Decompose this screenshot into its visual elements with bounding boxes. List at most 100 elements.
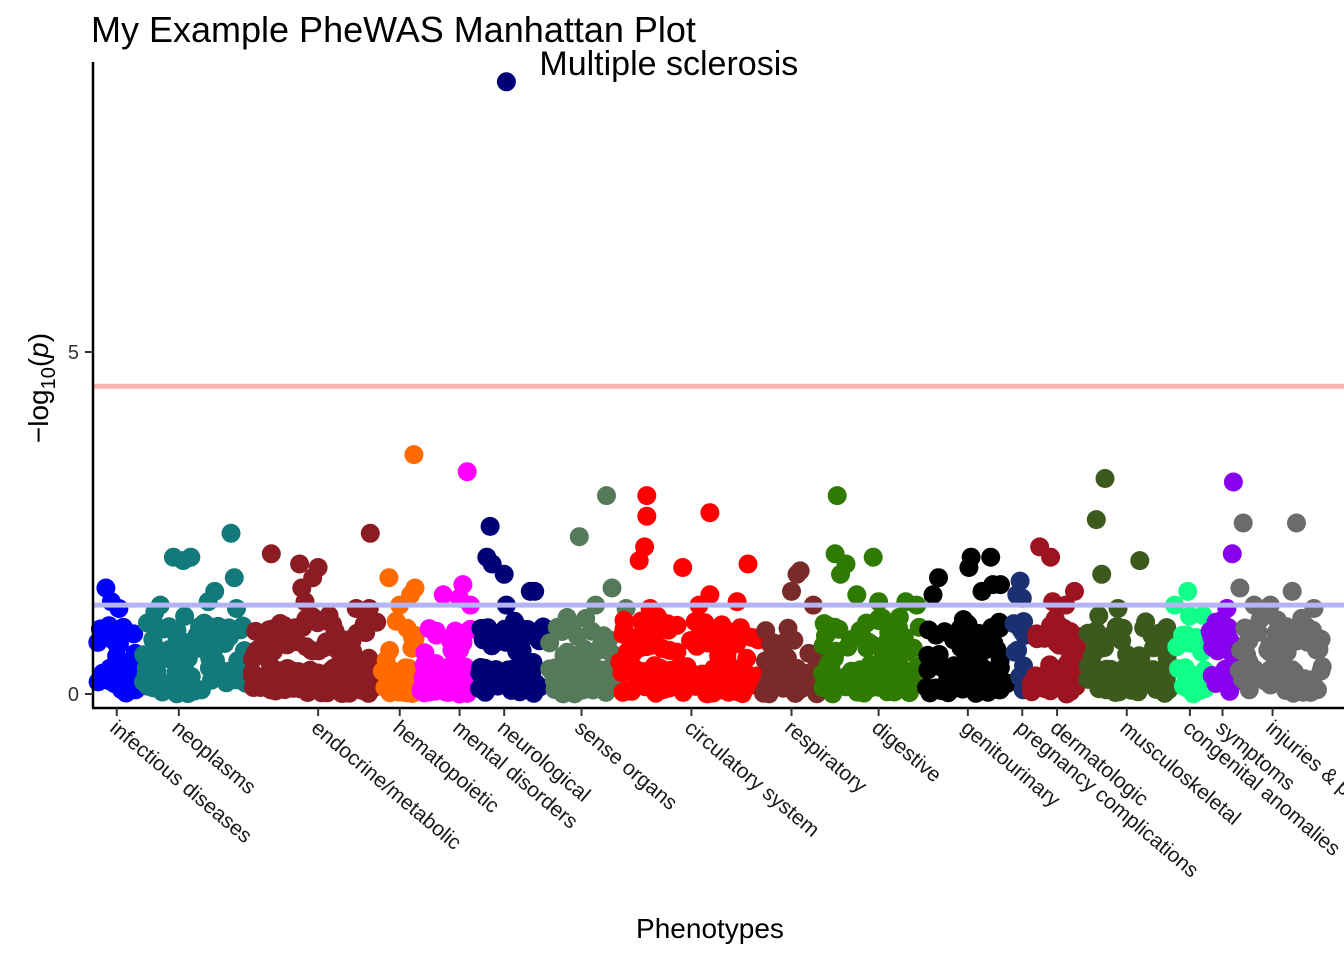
data-point-highlight <box>637 486 657 506</box>
data-point-highlight <box>1092 564 1112 584</box>
chart-title: My Example PheWAS Manhattan Plot <box>91 9 696 50</box>
data-point <box>507 641 527 661</box>
threshold-lines <box>93 383 1344 608</box>
y-axis-title: −log10(p) <box>23 333 60 443</box>
data-point-highlight <box>261 544 281 564</box>
data-point <box>1078 623 1098 643</box>
data-point <box>720 624 740 644</box>
data-point <box>332 684 352 703</box>
y-axis-title-prefix: −log <box>23 389 54 443</box>
data-point <box>1089 679 1109 699</box>
data-point-highlight <box>602 578 622 598</box>
data-point <box>1239 631 1259 651</box>
data-point <box>1311 661 1331 681</box>
data-point <box>386 611 406 631</box>
data-point <box>879 623 899 643</box>
data-point <box>276 635 296 654</box>
data-point <box>610 652 630 672</box>
data-point-highlight <box>525 581 545 601</box>
data-point <box>1260 661 1280 681</box>
data-point <box>865 671 885 691</box>
data-points <box>88 72 1332 704</box>
data-point <box>709 658 728 678</box>
data-point-highlight <box>227 599 246 618</box>
data-point-highlight <box>929 568 948 588</box>
data-point <box>1287 631 1307 651</box>
data-point-highlight <box>847 585 867 605</box>
data-point <box>111 622 131 642</box>
y-tick-label: 5 <box>68 342 79 364</box>
data-point <box>440 628 460 648</box>
data-point-highlight <box>673 558 693 577</box>
data-point-highlight <box>1108 599 1128 618</box>
data-point <box>981 662 1001 682</box>
data-point <box>667 642 687 662</box>
data-point <box>402 627 422 647</box>
data-point-highlight <box>433 585 453 605</box>
data-point-highlight <box>1304 599 1324 618</box>
data-point <box>593 667 613 687</box>
data-point-highlight <box>727 592 747 612</box>
data-point <box>1027 629 1047 649</box>
data-point <box>242 663 262 683</box>
data-point <box>228 662 248 682</box>
data-point <box>1105 671 1125 691</box>
data-point-highlight <box>597 486 616 506</box>
data-point <box>1134 618 1154 638</box>
data-point-highlight <box>827 486 847 506</box>
data-point <box>567 649 587 669</box>
data-point-highlight <box>869 592 889 612</box>
data-point <box>446 654 466 674</box>
data-point <box>894 674 914 694</box>
data-point <box>475 682 495 702</box>
data-point <box>937 658 957 678</box>
data-point <box>1203 637 1223 657</box>
data-point-highlight <box>1206 612 1226 632</box>
y-axis-title-text: −log10(p) <box>23 333 60 443</box>
data-point-highlight <box>295 592 315 612</box>
data-point <box>687 636 707 656</box>
x-axis-title: Phenotypes <box>636 913 784 944</box>
data-point <box>1045 609 1065 629</box>
data-point-highlight <box>959 558 979 577</box>
data-point <box>929 645 949 664</box>
data-point <box>919 620 939 640</box>
data-point <box>495 627 514 647</box>
data-point <box>1098 627 1118 647</box>
data-point <box>730 666 750 686</box>
data-point-highlight <box>640 599 660 618</box>
data-point <box>1143 660 1163 680</box>
data-point <box>884 656 904 676</box>
data-point <box>167 684 187 704</box>
data-point-highlight <box>401 585 421 605</box>
data-point <box>937 672 957 692</box>
data-point-highlight <box>700 503 720 523</box>
data-point <box>208 616 228 636</box>
data-point <box>138 676 158 696</box>
data-point-highlight <box>1287 513 1306 533</box>
data-point <box>1011 619 1031 639</box>
data-point <box>540 659 560 679</box>
data-point-highlight <box>494 564 514 584</box>
data-point <box>799 643 819 663</box>
data-point <box>381 660 401 680</box>
data-point <box>522 662 542 682</box>
data-point-highlight <box>1130 551 1150 571</box>
data-point <box>961 639 981 659</box>
data-point-highlight <box>181 547 201 567</box>
data-point-highlight <box>480 516 500 536</box>
data-point-highlight <box>290 554 310 574</box>
data-point <box>897 642 917 662</box>
data-point <box>1183 684 1203 704</box>
data-point <box>1122 680 1141 700</box>
data-point <box>785 683 805 703</box>
annotations: Multiple sclerosis <box>539 45 798 83</box>
data-point <box>1089 606 1109 626</box>
data-point-highlight <box>981 547 1001 567</box>
data-point-highlight <box>221 523 241 543</box>
data-point-highlight <box>1223 472 1243 492</box>
data-point <box>1058 653 1077 673</box>
annotation-label: Multiple sclerosis <box>539 45 798 83</box>
data-point <box>296 609 316 629</box>
